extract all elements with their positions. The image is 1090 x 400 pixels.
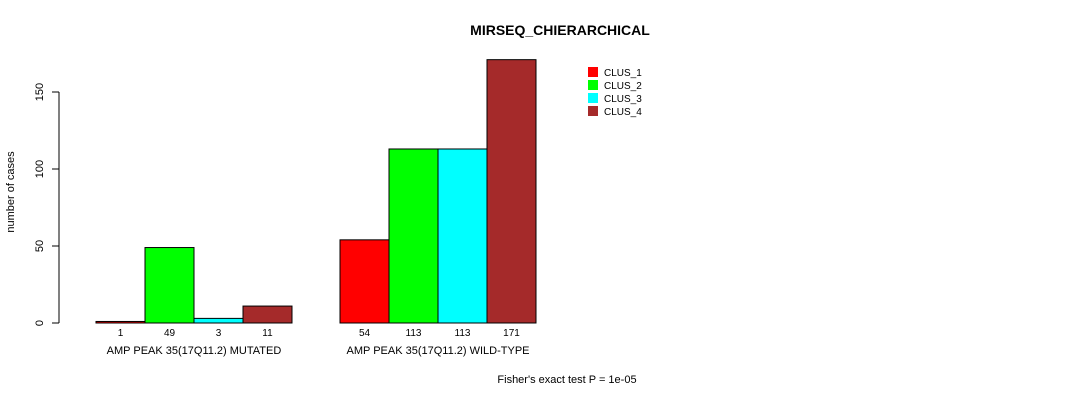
bar-clus-2 — [388, 148, 439, 324]
legend: CLUS_1 CLUS_2 CLUS_3 CLUS_4 — [588, 67, 642, 118]
y-axis-label: number of cases — [5, 151, 17, 233]
y-tick-label: 150 — [34, 83, 46, 101]
bar-clus-3 — [437, 148, 488, 324]
legend-swatch — [588, 106, 598, 116]
legend-swatch — [588, 67, 598, 77]
legend-swatch — [588, 93, 598, 103]
bar-clus-2 — [144, 247, 195, 324]
legend-label: CLUS_1 — [604, 68, 642, 79]
bar-clus-1 — [95, 320, 146, 324]
group-labels: AMP PEAK 35(17Q11.2) MUTATED AMP PEAK 35(… — [107, 345, 530, 357]
y-tick-label: 0 — [34, 320, 46, 326]
category-label: AMP PEAK 35(17Q11.2) MUTATED — [107, 345, 282, 357]
footnote: Fisher's exact test P = 1e-05 — [497, 374, 636, 386]
bar-count-label: 1 — [118, 328, 124, 339]
category-label: AMP PEAK 35(17Q11.2) WILD-TYPE — [347, 345, 530, 357]
legend-label: CLUS_3 — [604, 94, 642, 105]
bar-clus-3 — [193, 317, 244, 324]
legend-label: CLUS_4 — [604, 107, 642, 118]
bar-clus-4 — [242, 305, 293, 324]
bar-count-label: 54 — [359, 328, 371, 339]
bar-count-label: 11 — [262, 328, 273, 339]
bar-count-label: 3 — [216, 328, 222, 339]
y-tick-label: 50 — [34, 240, 46, 252]
legend-swatch — [588, 80, 598, 90]
bar-clus-1 — [339, 239, 390, 324]
legend-label: CLUS_2 — [604, 81, 642, 92]
bar-count-label: 49 — [164, 328, 176, 339]
bar-count-label: 171 — [503, 328, 520, 339]
bars: 1 49 3 11 54 113 113 171 — [95, 59, 537, 339]
chart-title: MIRSEQ_CHIERARCHICAL — [470, 22, 650, 38]
y-axis: 0 50 100 150 — [34, 83, 60, 326]
y-tick-label: 100 — [34, 160, 46, 178]
bar-count-label: 113 — [406, 328, 422, 339]
bar-count-label: 113 — [455, 328, 471, 339]
bar-clus-4 — [486, 59, 537, 324]
